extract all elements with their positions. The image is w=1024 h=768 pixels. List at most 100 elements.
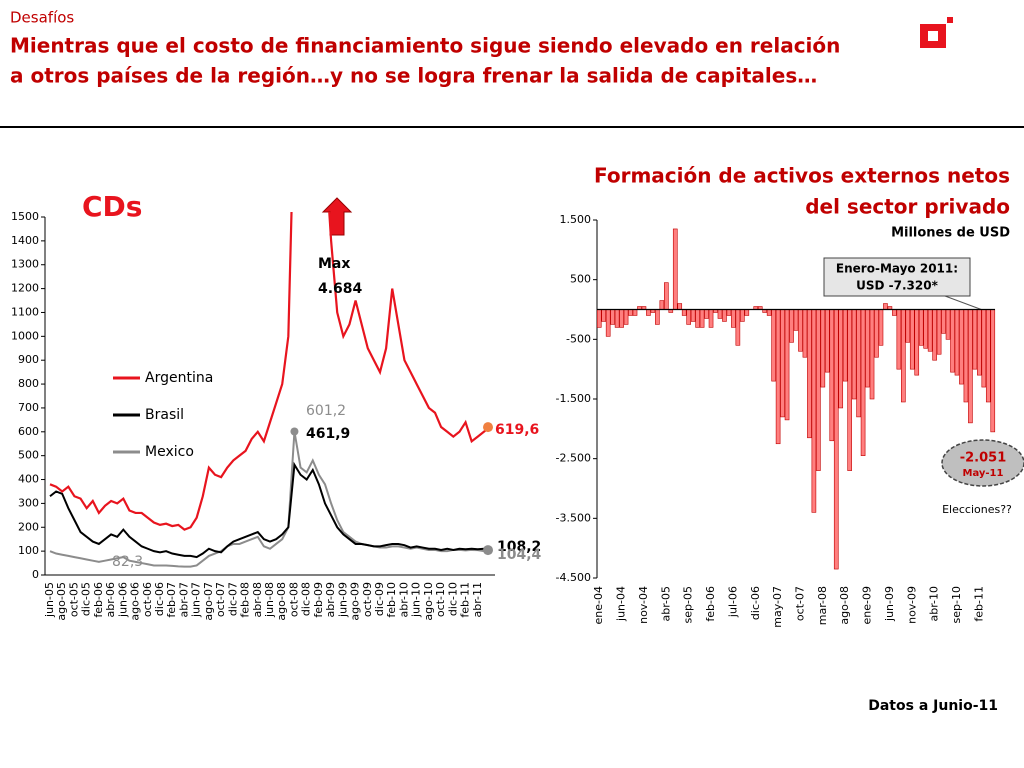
x-tick-label: may-07 (771, 586, 784, 628)
y-tick-label: 1300 (11, 258, 39, 271)
bar (619, 309, 624, 328)
x-tick-label: sep-10 (950, 586, 963, 623)
y-tick-label: 700 (18, 401, 39, 414)
bar (722, 309, 727, 322)
bar (985, 309, 991, 403)
bar (646, 309, 651, 316)
x-tick-label: ago-07 (202, 582, 215, 621)
bar (954, 309, 960, 376)
bar (596, 309, 602, 328)
bar (623, 309, 629, 325)
bar (909, 309, 915, 370)
footer: Datos a Junio-11 (868, 698, 998, 714)
x-tick-label: ago-08 (275, 582, 288, 621)
x-tick-label: dic-05 (80, 582, 93, 616)
bar (793, 309, 799, 331)
legend-label: Argentina (145, 370, 213, 386)
subtitle: Millones de USD (891, 226, 1010, 241)
annotation: Enero-Mayo 2011: (836, 262, 958, 276)
x-tick-label: nov-04 (637, 586, 650, 624)
bar (717, 309, 723, 319)
bar (601, 309, 607, 322)
y-tick-label: 0 (32, 568, 39, 581)
bar (726, 309, 732, 316)
x-tick-label: dic-06 (153, 582, 166, 616)
x-tick-label: oct-09 (361, 582, 374, 617)
x-tick-label: jun-04 (615, 586, 628, 622)
y-tick-label: 1400 (11, 234, 39, 247)
bar (901, 309, 906, 403)
bar (905, 309, 911, 343)
x-tick-label: feb-06 (92, 582, 105, 618)
bar (784, 309, 790, 421)
x-tick-label: ago-05 (55, 582, 68, 621)
bar (896, 309, 902, 370)
y-tick-label: -3.500 (556, 511, 591, 524)
x-tick-label: oct-08 (287, 582, 300, 617)
annotation: May-11 (963, 468, 1004, 479)
x-tick-label: nov-09 (905, 586, 918, 624)
x-tick-label: jun-09 (336, 582, 349, 618)
x-tick-label: feb-10 (385, 582, 398, 618)
line (49, 461, 491, 559)
bar (959, 309, 964, 385)
legend-label: Mexico (145, 444, 194, 460)
x-tick-label: abr-10 (928, 586, 941, 622)
bar (659, 300, 665, 310)
chart-title: del sector privado (805, 195, 1010, 219)
x-tick-label: jun-08 (263, 582, 276, 618)
x-tick-label: abr-05 (659, 586, 672, 622)
annotation: USD -7.320* (856, 279, 938, 293)
y-tick-label: -4.500 (556, 571, 591, 584)
y-tick-label: 1200 (11, 282, 39, 295)
annotation: 108,2 (497, 539, 541, 555)
x-tick-label: oct-07 (793, 586, 806, 621)
y-tick-label: 900 (18, 353, 39, 366)
x-tick-label: feb-07 (165, 582, 178, 618)
logo (920, 17, 953, 48)
bar (990, 309, 996, 433)
bar (842, 309, 848, 382)
y-tick-label: 500 (570, 273, 591, 286)
y-tick-label: 1100 (11, 305, 39, 318)
bar (869, 309, 875, 400)
bar (833, 309, 839, 570)
bar (664, 282, 669, 310)
x-tick-label: abr-11 (471, 582, 484, 618)
bar (744, 309, 750, 316)
y-tick-label: 400 (18, 473, 39, 486)
x-tick-label: abr-06 (104, 582, 117, 618)
x-tick-label: abr-08 (251, 582, 264, 618)
bar (941, 309, 946, 334)
arrow (321, 197, 353, 236)
bar (838, 309, 844, 409)
x-tick-label: oct-06 (141, 582, 154, 617)
y-tick-label: -1.500 (556, 392, 591, 405)
bar (605, 309, 611, 337)
annotation: Max (318, 256, 350, 272)
x-tick-label: abr-10 (397, 582, 410, 618)
bar (950, 309, 955, 373)
bar (963, 309, 969, 403)
chart-title: Formación de activos externos netos (594, 164, 1010, 188)
x-tick-label: ene-04 (592, 586, 605, 624)
x-tick-label: dic-06 (749, 586, 762, 620)
bar (614, 309, 620, 328)
bar (628, 309, 633, 316)
x-tick-label: ene-09 (861, 586, 874, 624)
bar (672, 228, 678, 310)
y-tick-label: 200 (18, 520, 39, 533)
end-dot (483, 422, 493, 433)
bar (798, 309, 803, 352)
bar (847, 309, 852, 471)
legend-label: Brasil (145, 407, 184, 423)
y-tick-label: -2.500 (556, 452, 591, 465)
bar (681, 309, 687, 316)
x-tick-label: ago-08 (838, 586, 851, 625)
bar (972, 309, 978, 370)
bar (802, 309, 808, 358)
bar (865, 309, 870, 388)
y-tick-label: 500 (18, 449, 39, 462)
bar (731, 309, 736, 328)
